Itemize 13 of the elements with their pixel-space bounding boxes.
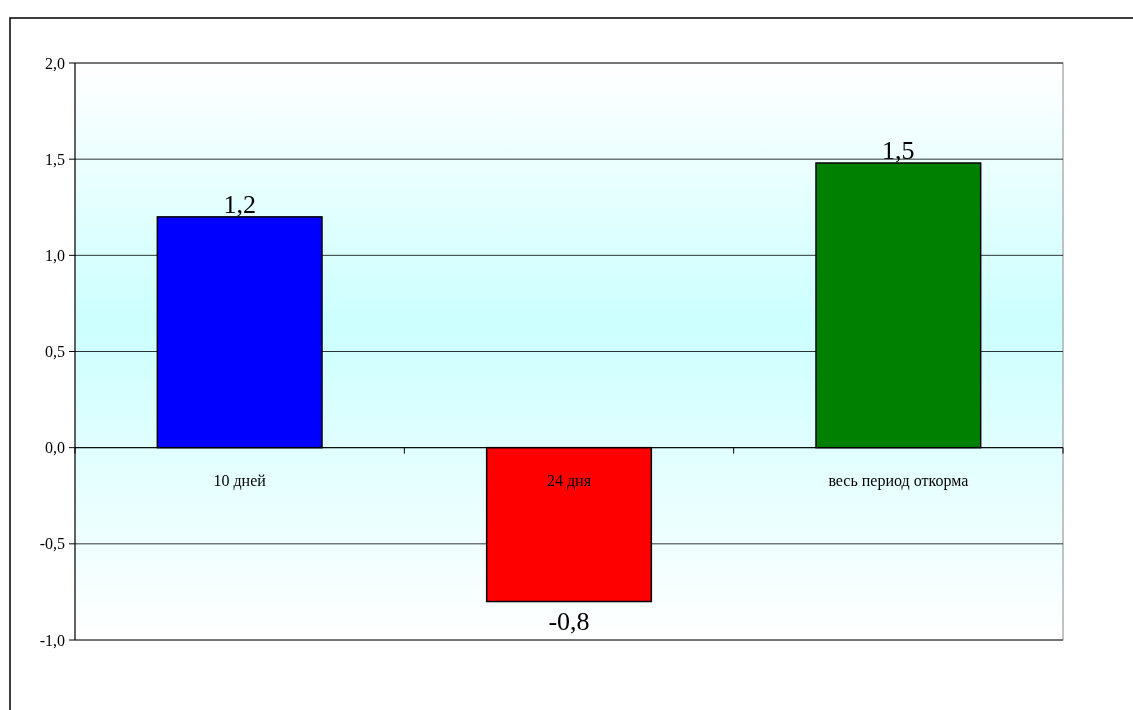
y-tick-label: -1,0	[39, 631, 65, 649]
y-tick-label: -0,5	[39, 535, 65, 553]
y-tick-label: 0,0	[45, 439, 65, 457]
y-tick-label: 1,5	[45, 150, 65, 168]
x-tick-label: 24 дня	[546, 471, 592, 490]
y-tick-label: 1,0	[45, 246, 65, 264]
data-label: 1,2	[223, 189, 256, 219]
data-label: -0,8	[548, 606, 590, 636]
data-label: 1,5	[882, 136, 915, 166]
y-tick-label: 0,5	[45, 343, 65, 361]
y-tick-label: 2,0	[45, 54, 65, 72]
x-tick-label: весь период откорма	[828, 471, 969, 490]
x-tick-label: 10 дней	[213, 471, 267, 490]
